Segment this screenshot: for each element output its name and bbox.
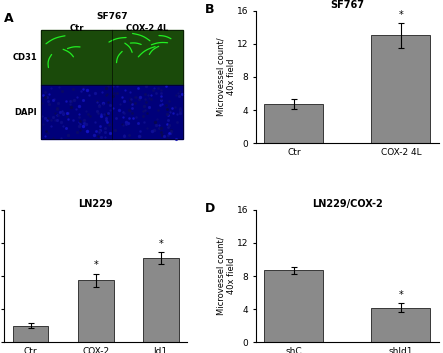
Text: CD31: CD31 <box>12 53 37 62</box>
Y-axis label: Microvessel count/
40x field: Microvessel count/ 40x field <box>216 237 236 315</box>
Text: *: * <box>399 10 403 20</box>
Text: SF767: SF767 <box>96 12 128 21</box>
Bar <box>112 30 183 85</box>
Bar <box>264 104 323 143</box>
Bar <box>78 280 113 342</box>
Text: *: * <box>93 260 98 270</box>
Bar <box>13 326 48 342</box>
Text: *: * <box>158 239 163 249</box>
Bar <box>41 85 112 139</box>
Text: B: B <box>205 2 214 16</box>
Bar <box>41 30 112 85</box>
Text: A: A <box>4 12 14 25</box>
Bar <box>371 307 430 342</box>
Text: Ctr: Ctr <box>69 24 84 33</box>
Text: *: * <box>399 290 403 300</box>
Text: D: D <box>205 202 215 215</box>
Bar <box>264 270 323 342</box>
Text: DAPI: DAPI <box>15 108 37 116</box>
Text: COX-2 4L: COX-2 4L <box>127 24 169 33</box>
Title: LN229: LN229 <box>78 199 113 209</box>
Bar <box>371 36 430 143</box>
Bar <box>143 258 179 342</box>
Title: LN229/COX-2: LN229/COX-2 <box>312 199 383 209</box>
Y-axis label: Microvessel count/
40x field: Microvessel count/ 40x field <box>216 38 236 116</box>
Bar <box>112 85 183 139</box>
Title: SF767: SF767 <box>330 0 364 10</box>
